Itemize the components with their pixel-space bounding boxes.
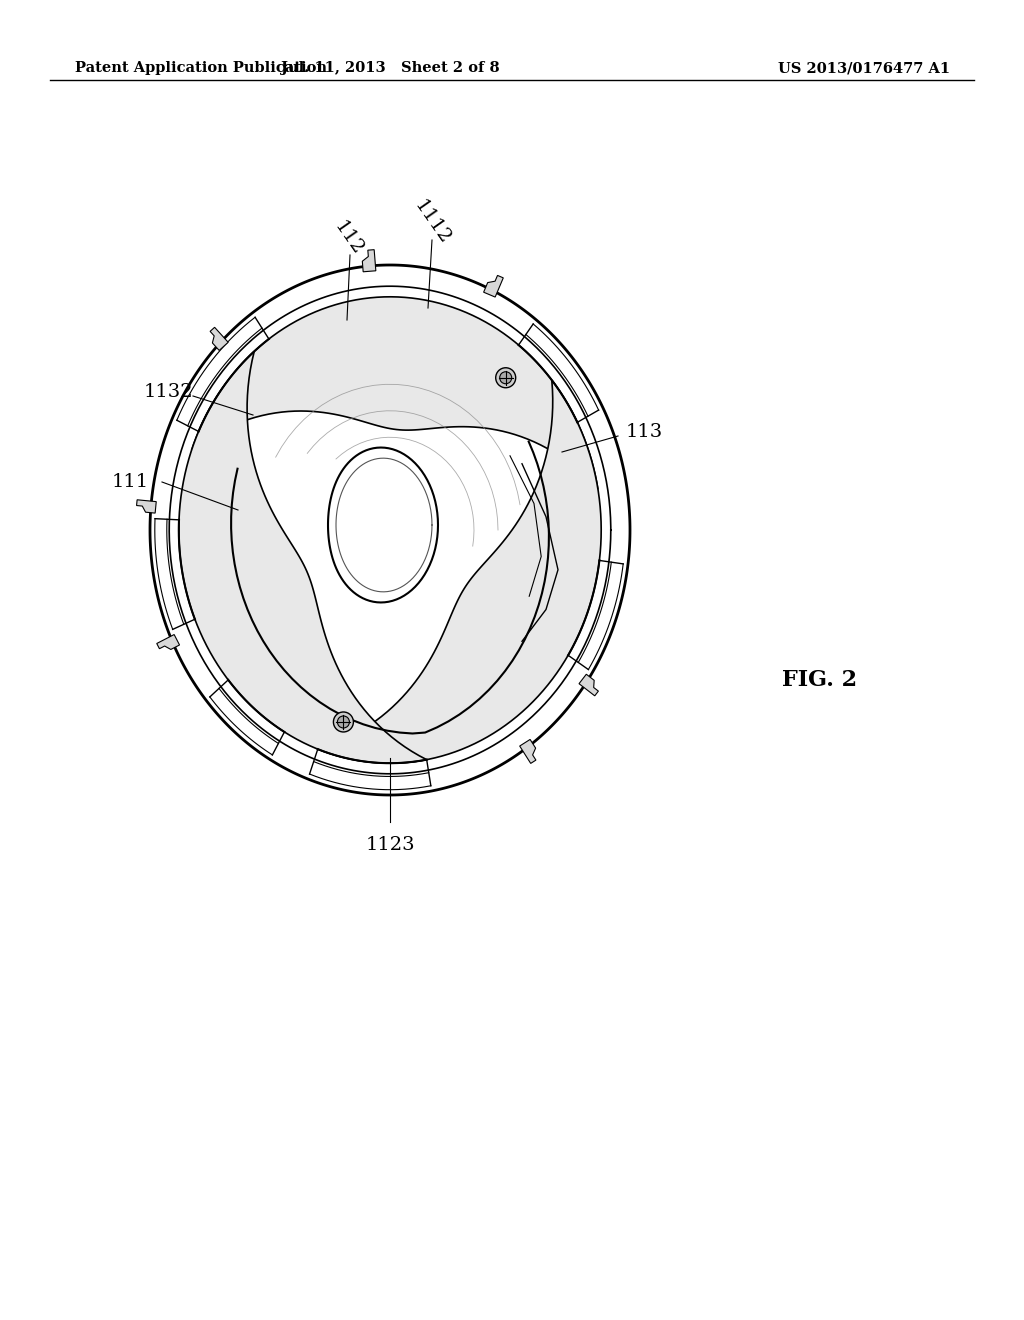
- Circle shape: [334, 711, 353, 733]
- Polygon shape: [579, 675, 598, 696]
- Text: 1132: 1132: [143, 383, 193, 401]
- Polygon shape: [179, 351, 427, 763]
- Text: 1112: 1112: [411, 197, 454, 247]
- Text: US 2013/0176477 A1: US 2013/0176477 A1: [778, 61, 950, 75]
- Polygon shape: [483, 276, 503, 297]
- Text: 113: 113: [626, 422, 663, 441]
- Polygon shape: [328, 447, 438, 602]
- Text: 111: 111: [112, 473, 148, 491]
- Text: Patent Application Publication: Patent Application Publication: [75, 61, 327, 75]
- Text: FIG. 2: FIG. 2: [782, 669, 857, 690]
- Circle shape: [500, 372, 512, 384]
- Circle shape: [338, 715, 349, 727]
- Polygon shape: [317, 380, 601, 763]
- Text: 1123: 1123: [366, 836, 415, 854]
- Text: Jul. 11, 2013   Sheet 2 of 8: Jul. 11, 2013 Sheet 2 of 8: [281, 61, 500, 75]
- Polygon shape: [362, 249, 376, 272]
- Text: 112: 112: [330, 218, 366, 259]
- Polygon shape: [157, 635, 179, 649]
- Polygon shape: [191, 297, 598, 490]
- Polygon shape: [520, 739, 536, 763]
- Polygon shape: [210, 327, 228, 350]
- Polygon shape: [150, 265, 630, 795]
- Polygon shape: [136, 500, 157, 513]
- Circle shape: [496, 368, 516, 388]
